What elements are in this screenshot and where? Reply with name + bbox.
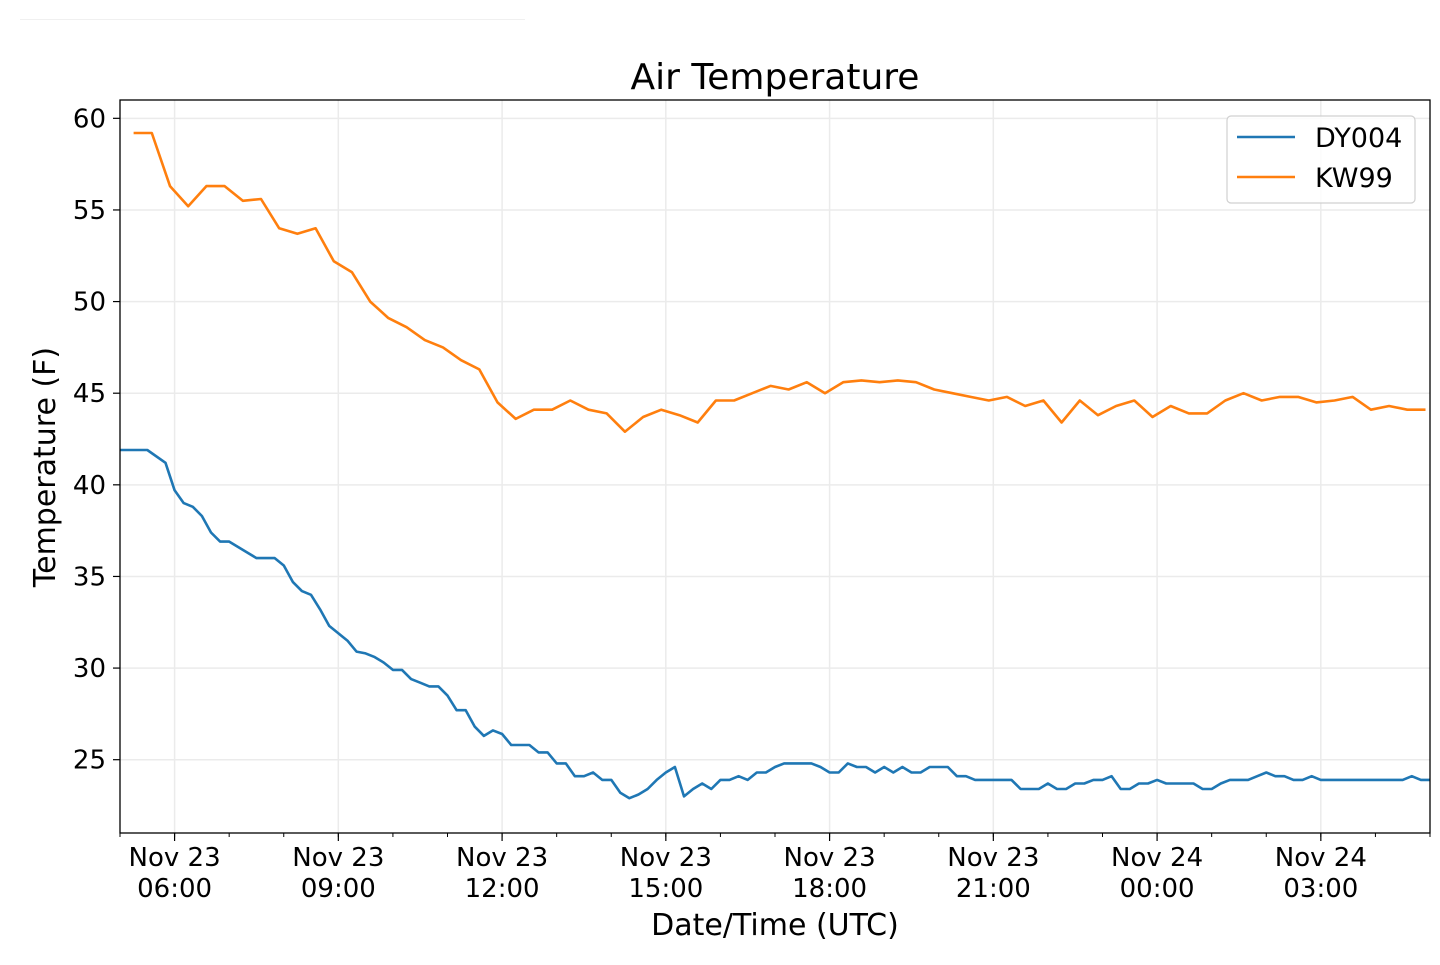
series-lines (120, 131, 1430, 800)
y-tick-label: 25 (73, 746, 106, 776)
gridlines (120, 100, 1430, 833)
legend-label-kw99: KW99 (1315, 163, 1393, 194)
y-tick-label: 55 (73, 196, 106, 226)
chart-title: Air Temperature (631, 57, 920, 98)
series-line-dy004 (120, 448, 1430, 800)
x-tick-label-date: Nov 23 (947, 843, 1039, 873)
x-tick-label-time: 00:00 (1120, 874, 1195, 904)
x-tick-label-date: Nov 23 (129, 843, 221, 873)
y-axis-label: Temperature (F) (28, 347, 63, 588)
x-tick-label-time: 15:00 (628, 874, 703, 904)
divider-line (20, 19, 525, 20)
x-tick-label-time: 21:00 (956, 874, 1031, 904)
series-line-kw99 (133, 131, 1426, 433)
x-tick-label-time: 03:00 (1283, 874, 1358, 904)
x-tick-label-time: 18:00 (792, 874, 867, 904)
y-tick-label: 30 (73, 654, 106, 684)
y-tick-label: 45 (73, 379, 106, 409)
x-axis-label: Date/Time (UTC) (651, 908, 899, 943)
x-tick-label-date: Nov 24 (1275, 843, 1367, 873)
legend-label-dy004: DY004 (1315, 123, 1402, 154)
x-tick-label-date: Nov 23 (784, 843, 876, 873)
x-tick-label-time: 12:00 (465, 874, 540, 904)
legend: DY004 KW99 (1226, 115, 1416, 204)
y-tick-label: 50 (73, 288, 106, 318)
x-tick-label-date: Nov 23 (292, 843, 384, 873)
y-tick-label: 35 (73, 562, 106, 592)
x-tick-label-date: Nov 23 (456, 843, 548, 873)
y-tick-label: 40 (73, 471, 106, 501)
x-tick-label-time: 06:00 (137, 874, 212, 904)
y-tick-label: 60 (73, 104, 106, 134)
x-tick-label-date: Nov 24 (1111, 843, 1203, 873)
x-tick-label-time: 09:00 (301, 874, 376, 904)
x-tick-label-date: Nov 23 (620, 843, 712, 873)
